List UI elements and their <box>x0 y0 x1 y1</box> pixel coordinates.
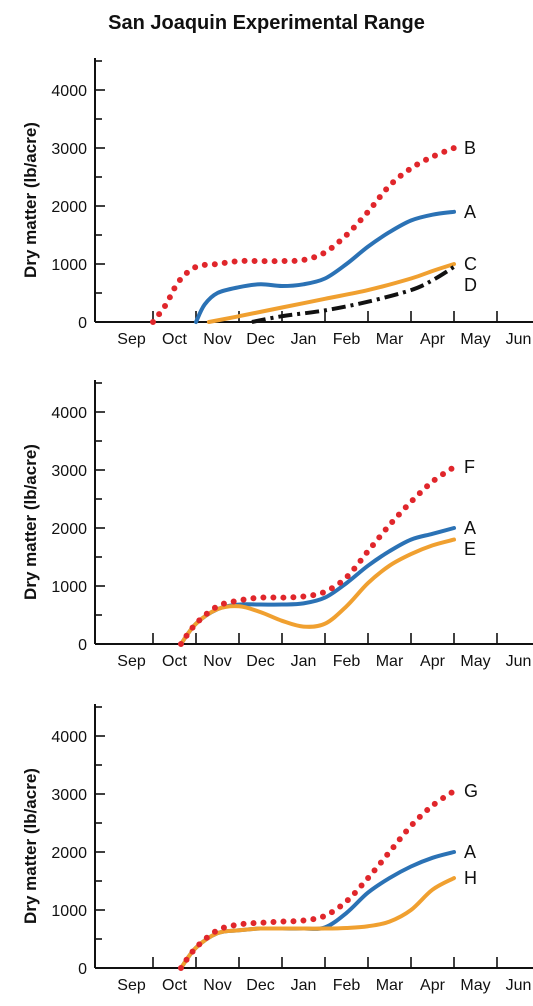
series-line-D <box>251 265 456 324</box>
x-tick-label: Apr <box>420 653 446 670</box>
y-tick-label: 0 <box>78 637 87 654</box>
y-axis-label: Dry matter (lb/acre) <box>21 444 40 600</box>
series-label-H: H <box>464 868 477 888</box>
series-label-A: A <box>464 518 476 538</box>
series-line-A <box>194 209 456 324</box>
series-label-G: G <box>464 781 478 801</box>
y-tick-label: 2000 <box>51 521 87 538</box>
x-tick-label: Mar <box>376 977 404 994</box>
x-tick-label: Sep <box>117 977 146 994</box>
series-label-B: B <box>464 138 476 158</box>
chart-panel-1: Dry matter (lb/acre) 0 1000 2000 3000 4000 Sep… <box>21 58 533 348</box>
x-tick-label: May <box>460 653 490 670</box>
y-tick-label: 0 <box>78 961 87 978</box>
x-tick-label: Sep <box>117 653 146 670</box>
x-tick-label: Jun <box>506 653 532 670</box>
x-tick-label: Dec <box>246 977 274 994</box>
series-line-B <box>150 145 457 325</box>
x-tick-label: Jun <box>506 331 532 348</box>
series-line-G <box>177 788 457 971</box>
x-tick-label: Mar <box>376 653 404 670</box>
x-tick-label: May <box>460 977 490 994</box>
y-tick-label: 3000 <box>51 787 87 804</box>
x-tick-label: Apr <box>420 977 446 994</box>
series-label-A: A <box>464 202 476 222</box>
x-tick-label: Dec <box>246 653 274 670</box>
series-label-D: D <box>464 275 477 295</box>
y-tick-label: 2000 <box>51 845 87 862</box>
y-tick-label: 2000 <box>51 199 87 216</box>
y-axis-label: Dry matter (lb/acre) <box>21 122 40 278</box>
series-label-C: C <box>464 254 477 274</box>
y-tick-label: 4000 <box>51 405 87 422</box>
y-axis-label: Dry matter (lb/acre) <box>21 768 40 924</box>
y-tick-label: 1000 <box>51 257 87 274</box>
x-tick-label: Nov <box>203 653 231 670</box>
x-tick-label: Feb <box>333 977 361 994</box>
page-title: San Joaquin Experimental Range <box>108 12 425 34</box>
series-line-E <box>178 537 456 646</box>
chart-panel-3: Dry matter (lb/acre) 0 1000 2000 3000 4000 Sep… <box>21 704 533 994</box>
series-label-A: A <box>464 842 476 862</box>
x-tick-label: Dec <box>246 331 274 348</box>
series-label-E: E <box>464 539 476 559</box>
x-tick-label: May <box>460 331 490 348</box>
x-tick-label: Jan <box>291 653 317 670</box>
series-line-C <box>206 262 456 324</box>
x-tick-label: Feb <box>333 331 361 348</box>
series-label-F: F <box>464 457 475 477</box>
x-tick-label: Jan <box>291 331 317 348</box>
x-tick-label: Sep <box>117 331 146 348</box>
x-tick-label: Oct <box>162 653 187 670</box>
y-tick-label: 4000 <box>51 83 87 100</box>
y-tick-label: 3000 <box>51 141 87 158</box>
x-tick-label: Jun <box>506 977 532 994</box>
series-line-F <box>177 464 457 647</box>
x-tick-label: Apr <box>420 331 446 348</box>
y-tick-label: 1000 <box>51 903 87 920</box>
series-line-H <box>178 876 456 970</box>
y-tick-label: 0 <box>78 315 87 332</box>
y-tick-label: 1000 <box>51 579 87 596</box>
y-tick-label: 3000 <box>51 463 87 480</box>
x-tick-label: Feb <box>333 653 361 670</box>
y-tick-label: 4000 <box>51 729 87 746</box>
x-tick-label: Mar <box>376 331 404 348</box>
x-tick-label: Nov <box>203 977 231 994</box>
chart-panel-2: Dry matter (lb/acre) 0 1000 2000 3000 4000 Sep… <box>21 380 533 670</box>
x-tick-label: Oct <box>162 977 187 994</box>
x-tick-label: Oct <box>162 331 187 348</box>
x-tick-label: Nov <box>203 331 231 348</box>
x-tick-label: Jan <box>291 977 317 994</box>
